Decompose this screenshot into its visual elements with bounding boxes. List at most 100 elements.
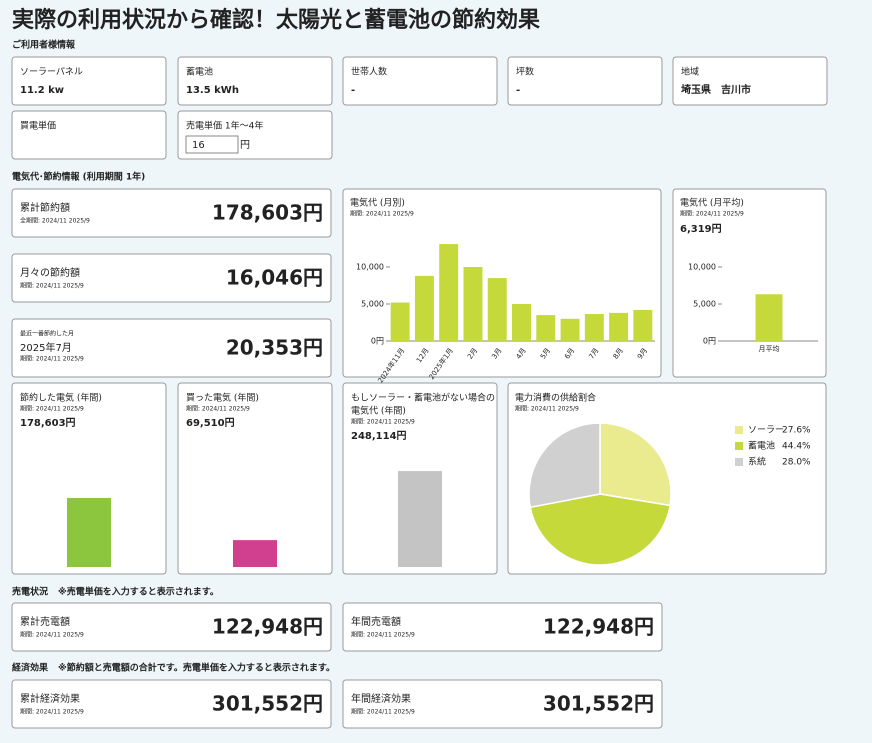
bar bbox=[414, 275, 434, 341]
x-tick-label: 月平均 bbox=[759, 344, 780, 353]
card-amount: 122,948円 bbox=[543, 615, 654, 639]
legend-label: ソーラー bbox=[748, 425, 784, 436]
card bbox=[507, 56, 663, 106]
chart-period: 期間: 2024/11 2025/9 bbox=[350, 210, 414, 218]
card-period: 期間: 2024/11 2025/9 bbox=[20, 282, 84, 290]
card-label: 年間売電額 bbox=[351, 615, 401, 628]
legend-label: 系統 bbox=[748, 456, 766, 468]
pie-slice bbox=[529, 493, 671, 566]
card-label: 累計売電額 bbox=[20, 615, 70, 628]
bar bbox=[487, 278, 507, 341]
card-label: 月々の節約額 bbox=[20, 266, 80, 279]
input-unit: 円 bbox=[240, 140, 250, 151]
card-period: 期間: 2024/11 2025/9 bbox=[20, 708, 84, 716]
card bbox=[11, 110, 167, 160]
y-tick-label: 0円 bbox=[703, 337, 716, 346]
chart-title: 電気代 (年間) bbox=[351, 405, 406, 417]
chart-title: 電気代 (月別) bbox=[350, 197, 405, 209]
card bbox=[11, 253, 332, 303]
input-text: 16 bbox=[192, 140, 205, 151]
card bbox=[11, 318, 332, 378]
card bbox=[11, 602, 332, 652]
info-label: ソーラーパネル bbox=[20, 67, 83, 78]
info-label: 地域 bbox=[681, 66, 699, 78]
card-period: 期間: 2024/11 2025/9 bbox=[20, 355, 84, 363]
card-period: 期間: 2024/11 2025/9 bbox=[351, 631, 415, 639]
bar bbox=[512, 304, 531, 341]
info-label: 売電単価 1年～4年 bbox=[186, 120, 263, 132]
bar bbox=[633, 309, 653, 341]
bar bbox=[536, 315, 556, 341]
y-tick-label: 5,000 bbox=[693, 300, 716, 309]
section-heading: 経済効果 bbox=[12, 662, 49, 674]
legend-swatch bbox=[735, 426, 743, 434]
card-month: 2025年7月 bbox=[20, 341, 72, 354]
card-amount: 301,552円 bbox=[212, 692, 323, 716]
section-note: ※節約額と売電額の合計です。売電単価を入力すると表示されます。 bbox=[58, 662, 335, 674]
chart-period: 期間: 2024/11 2025/9 bbox=[515, 405, 579, 413]
bar bbox=[390, 302, 410, 341]
bar bbox=[67, 497, 111, 567]
legend-swatch bbox=[735, 458, 743, 466]
bar bbox=[755, 294, 783, 341]
chart-title: 電気代 (月平均) bbox=[680, 197, 744, 209]
info-label: 坪数 bbox=[516, 66, 534, 78]
card bbox=[177, 56, 333, 106]
chart-period: 期間: 2024/11 2025/9 bbox=[351, 418, 415, 426]
chart-title: 買った電気 (年間) bbox=[186, 392, 259, 404]
section-heading: ご利用者様情報 bbox=[12, 39, 76, 51]
bar bbox=[463, 267, 483, 341]
card-amount: 178,603円 bbox=[212, 201, 323, 225]
unit-price-input[interactable] bbox=[185, 135, 239, 154]
info-value: 11.2 kw bbox=[20, 85, 64, 96]
card bbox=[342, 602, 663, 652]
legend-swatch bbox=[735, 442, 743, 450]
card-label: 累計経済効果 bbox=[20, 692, 80, 705]
card bbox=[342, 679, 663, 729]
info-value: - bbox=[516, 85, 520, 96]
card-period: 期間: 2024/11 2025/9 bbox=[351, 708, 415, 716]
y-tick-label: 10,000 bbox=[356, 263, 384, 272]
card-period: 全期間: 2024/11 2025/9 bbox=[20, 217, 90, 225]
card bbox=[342, 56, 498, 106]
card-label: 最近一番節約した月 bbox=[20, 330, 74, 338]
bar bbox=[560, 318, 580, 341]
y-tick-label: 5,000 bbox=[361, 300, 384, 309]
info-label: 蓄電池 bbox=[186, 66, 213, 78]
bar bbox=[233, 540, 277, 567]
card-period: 期間: 2024/11 2025/9 bbox=[20, 631, 84, 639]
card-amount: 122,948円 bbox=[212, 615, 323, 639]
y-tick-label: 10,000 bbox=[688, 263, 716, 272]
chart-value: 69,510円 bbox=[186, 417, 235, 429]
card bbox=[672, 56, 828, 106]
info-label: 世帯人数 bbox=[351, 66, 387, 78]
bar bbox=[584, 313, 604, 341]
card-amount: 16,046円 bbox=[226, 266, 323, 290]
legend-value: 44.4% bbox=[782, 442, 811, 452]
y-tick-label: 0円 bbox=[371, 337, 384, 346]
legend-value: 27.6% bbox=[782, 426, 811, 436]
card bbox=[11, 679, 332, 729]
section-heading: 売電状況 bbox=[12, 586, 48, 598]
card bbox=[11, 188, 332, 238]
chart-title: 節約した電気 (年間) bbox=[20, 392, 102, 404]
section-note: ※売電単価を入力すると表示されます。 bbox=[58, 586, 219, 598]
section-heading: 電気代･節約情報 (利用期間 1年) bbox=[12, 171, 145, 183]
bar bbox=[398, 471, 442, 567]
legend-label: 蓄電池 bbox=[748, 440, 775, 452]
card bbox=[11, 382, 167, 575]
chart-title: 電力消費の供給割合 bbox=[515, 392, 596, 404]
card bbox=[672, 188, 827, 378]
pie-slice bbox=[528, 422, 601, 509]
info-value: 13.5 kWh bbox=[186, 85, 239, 96]
card-label: 累計節約額 bbox=[20, 201, 70, 214]
chart-period: 期間: 2024/11 2025/9 bbox=[186, 405, 250, 413]
info-value: - bbox=[351, 85, 355, 96]
legend-value: 28.0% bbox=[782, 458, 811, 468]
chart-value: 6,319円 bbox=[680, 223, 722, 235]
chart-period: 期間: 2024/11 2025/9 bbox=[680, 210, 744, 218]
card-amount: 301,552円 bbox=[543, 692, 654, 716]
card-amount: 20,353円 bbox=[226, 336, 323, 360]
card bbox=[11, 56, 167, 106]
